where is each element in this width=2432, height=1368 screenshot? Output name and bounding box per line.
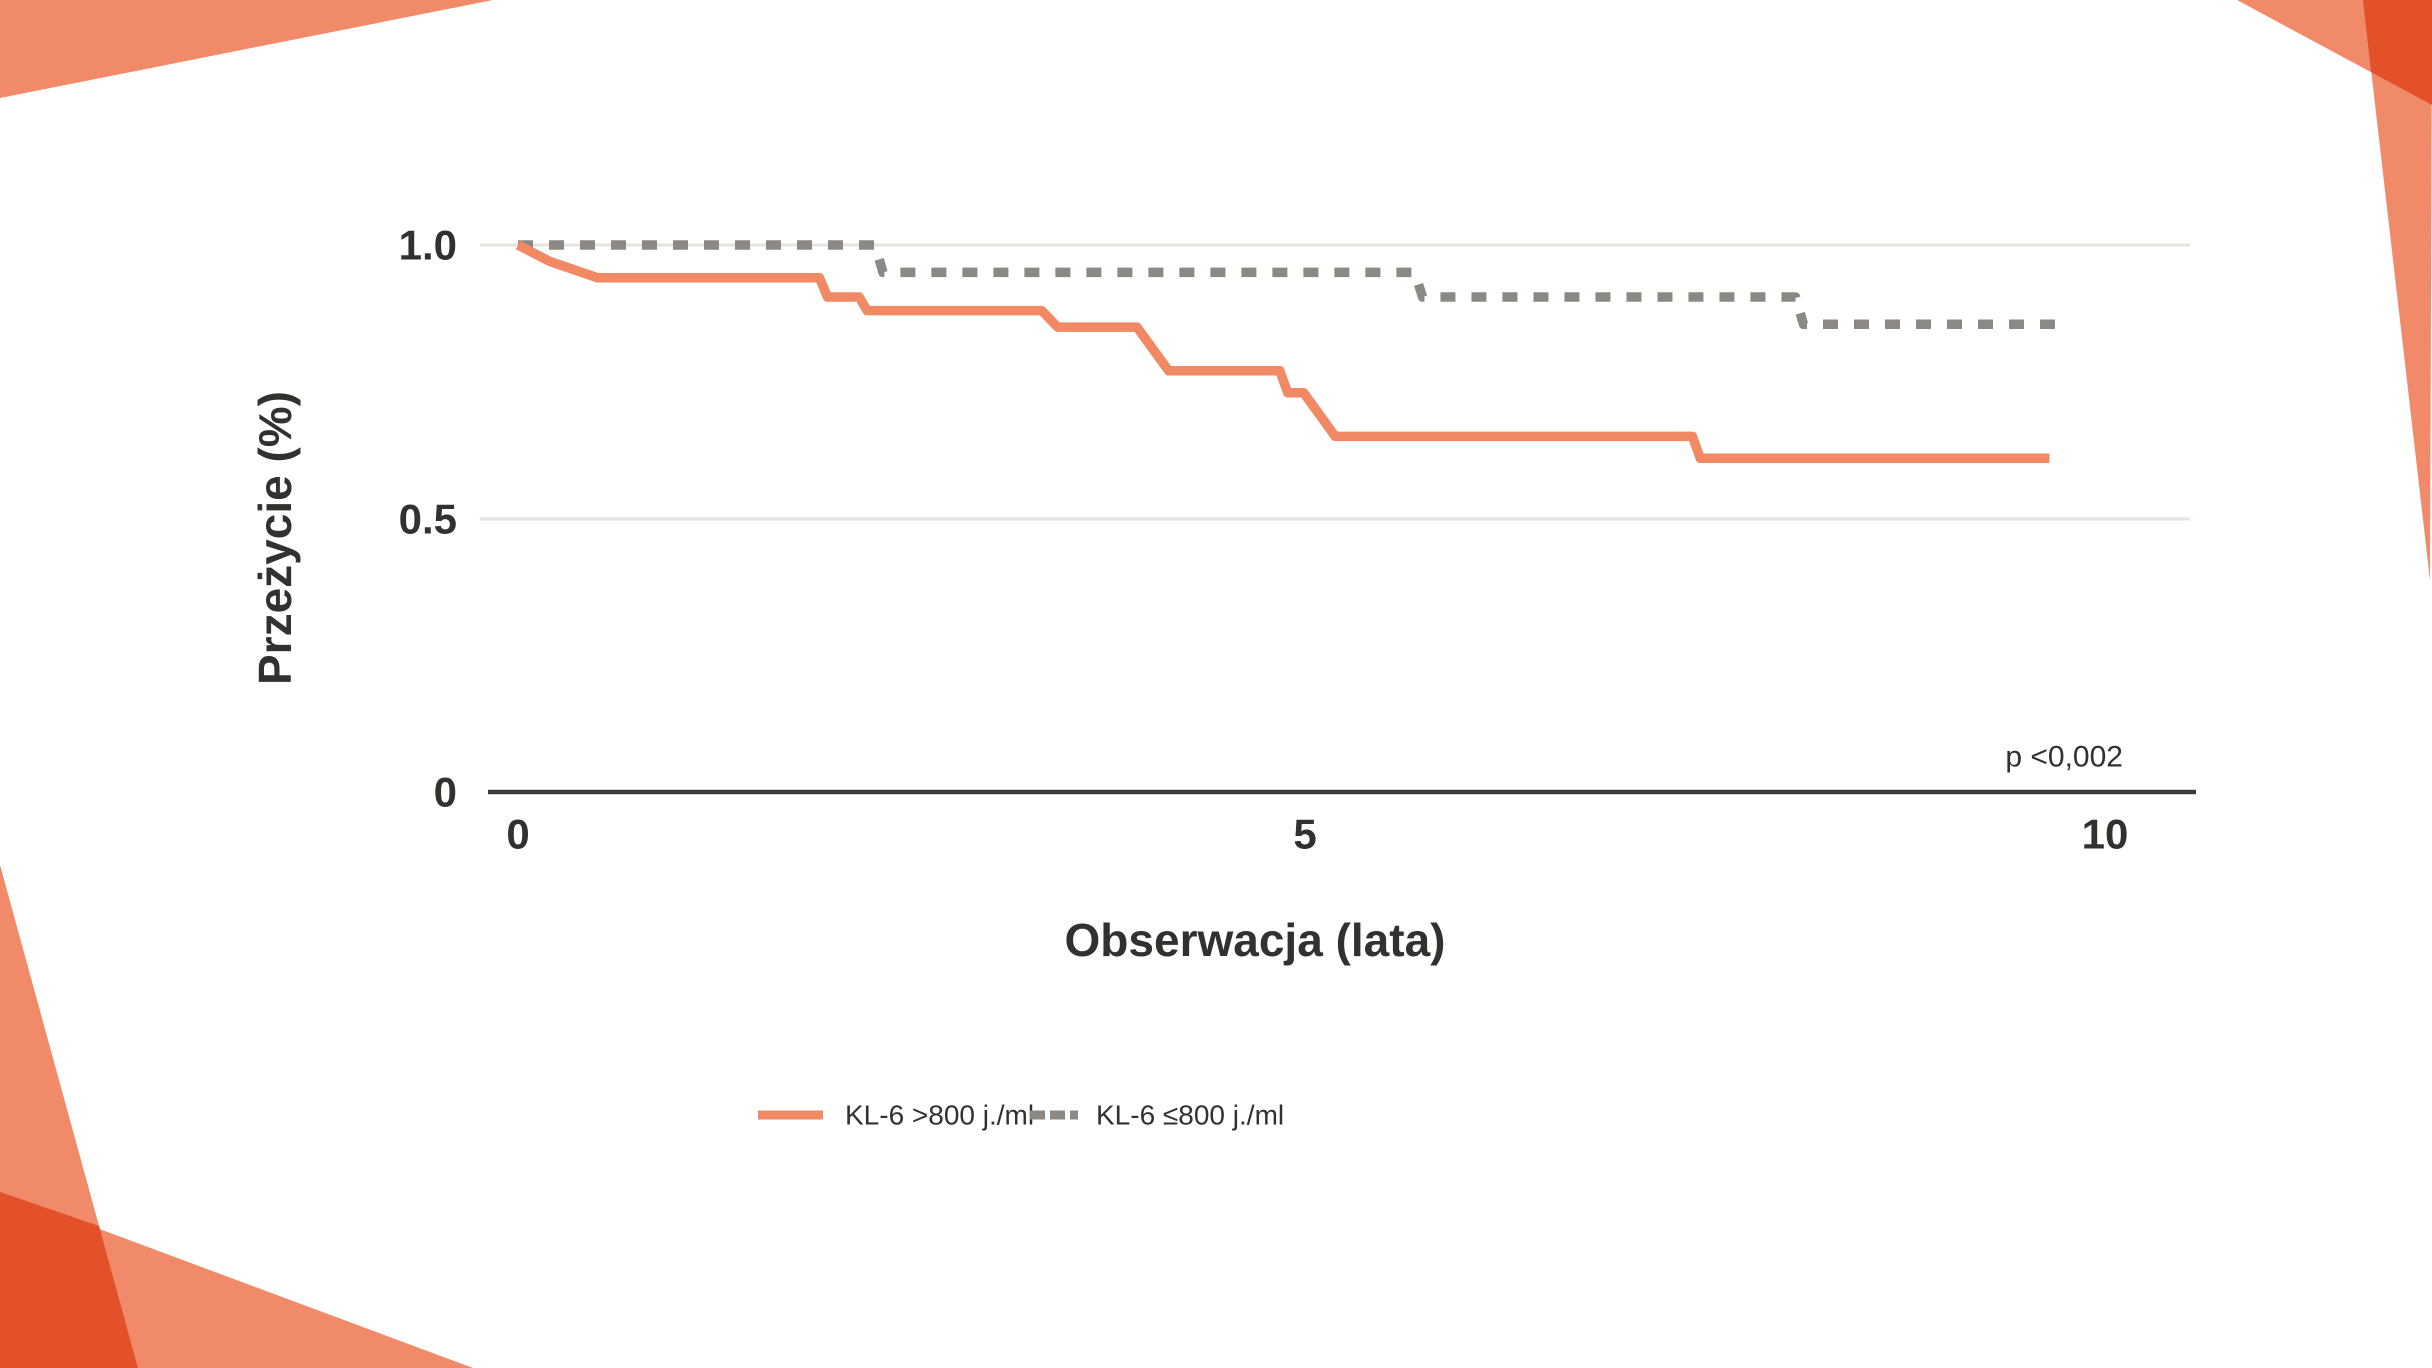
- y-tick-1.0: 1.0: [399, 222, 457, 269]
- y-tick-0: 0: [434, 769, 457, 816]
- legend: KL-6 >800 j./ml KL-6 ≤800 j./ml: [758, 1100, 1284, 1131]
- legend-label-kl6-low: KL-6 ≤800 j./ml: [1096, 1100, 1284, 1131]
- series-kl6-high-solid-line: [515, 240, 2050, 464]
- x-tick-0: 0: [506, 811, 529, 858]
- y-axis-title: Przeżycie (%): [249, 391, 301, 685]
- p-value-annotation: p <0,002: [2005, 741, 2123, 774]
- bottom-left-overlap-quad: [0, 1192, 138, 1368]
- plot-area: [480, 240, 2196, 795]
- top-left-triangle: [0, 0, 493, 98]
- x-tick-10: 10: [2082, 811, 2129, 858]
- x-axis-title: Obserwacja (lata): [1065, 914, 1446, 966]
- x-axis-ticks: 0 5 10: [506, 811, 2128, 858]
- y-axis-ticks: 1.0 0.5 0: [399, 222, 457, 816]
- y-tick-0.5: 0.5: [399, 496, 457, 543]
- legend-label-kl6-high: KL-6 >800 j./ml: [845, 1100, 1034, 1131]
- x-tick-5: 5: [1293, 811, 1316, 858]
- top-right-overlap-triangle: [2363, 0, 2432, 105]
- series-kl6-low-dashed-line: [518, 240, 2058, 330]
- top-right-sliver: [2363, 0, 2432, 580]
